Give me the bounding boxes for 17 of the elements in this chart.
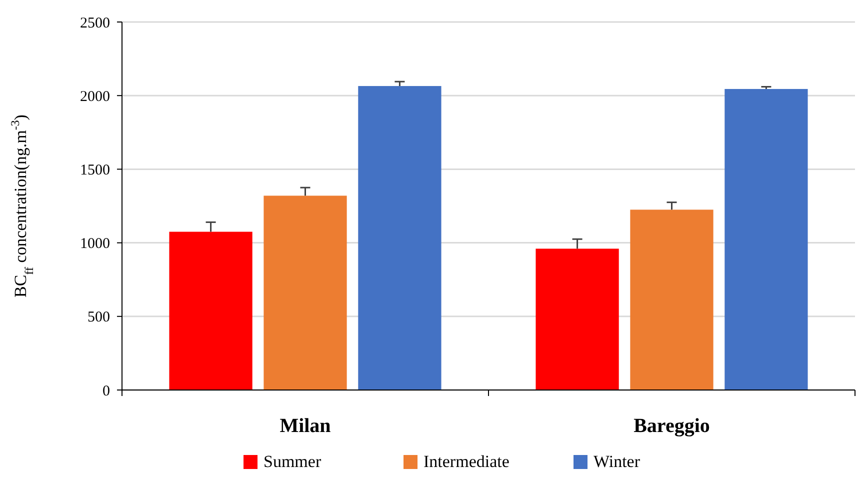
y-tick-label: 500 xyxy=(88,310,110,326)
y-tick-label: 0 xyxy=(102,383,110,400)
legend-label: Intermediate xyxy=(424,452,510,471)
bar xyxy=(630,210,714,390)
legend-label: Summer xyxy=(264,452,322,471)
bar xyxy=(169,232,252,390)
y-tick-label: 1000 xyxy=(80,236,110,252)
bar xyxy=(536,248,619,390)
x-tick-label: Milan xyxy=(280,415,331,437)
bar xyxy=(358,86,442,390)
legend-label: Winter xyxy=(594,452,640,471)
y-tick-label: 2000 xyxy=(80,88,110,105)
y-tick-label: 2500 xyxy=(80,15,110,32)
bar xyxy=(724,88,808,390)
bar xyxy=(264,196,347,390)
x-tick-label: Bareggio xyxy=(634,415,710,437)
y-tick-label: 1500 xyxy=(80,162,110,178)
